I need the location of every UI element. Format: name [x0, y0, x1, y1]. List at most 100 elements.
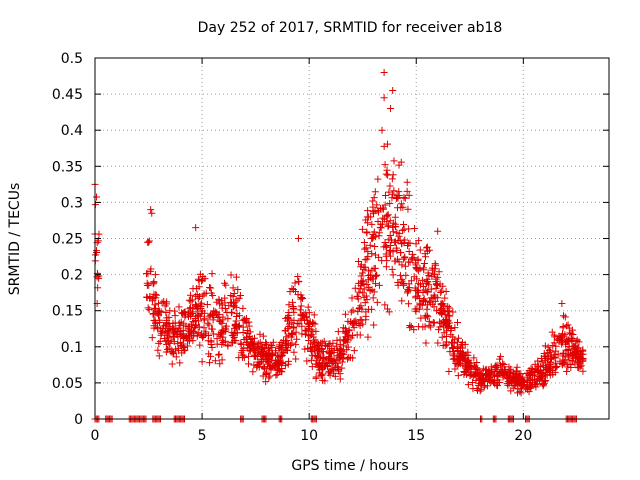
data-point — [559, 349, 567, 357]
data-point — [505, 363, 513, 371]
data-point — [157, 331, 165, 339]
data-point — [318, 345, 326, 353]
data-point — [230, 290, 238, 298]
y-axis-title: SRMTID / TECUs — [7, 183, 23, 296]
data-point — [325, 355, 333, 363]
data-point — [290, 348, 298, 356]
data-point — [551, 333, 559, 341]
data-point — [389, 248, 397, 256]
data-point — [435, 268, 443, 276]
data-point — [185, 336, 193, 344]
data-point — [215, 350, 223, 358]
data-point — [528, 372, 536, 380]
data-point — [513, 363, 521, 371]
data-point — [278, 365, 286, 373]
data-point — [376, 223, 384, 231]
data-point — [284, 314, 292, 322]
data-point — [523, 383, 531, 391]
data-point — [326, 340, 334, 348]
data-point — [420, 260, 428, 268]
data-point — [408, 255, 416, 263]
data-point — [189, 327, 197, 335]
data-point — [420, 266, 428, 274]
data-point — [265, 353, 273, 361]
data-point — [378, 126, 386, 134]
data-point — [240, 344, 248, 352]
data-point — [400, 280, 408, 288]
data-point — [345, 326, 353, 334]
data-point — [444, 311, 452, 319]
data-point — [146, 267, 154, 275]
data-point — [259, 332, 267, 340]
data-point — [175, 324, 183, 332]
data-point — [228, 328, 236, 336]
data-point — [422, 339, 430, 347]
data-point — [423, 287, 431, 295]
data-point — [151, 271, 159, 279]
data-point — [304, 345, 312, 353]
data-point — [230, 299, 238, 307]
data-point — [555, 336, 563, 344]
data-point — [540, 381, 548, 389]
data-point — [348, 294, 356, 302]
data-point — [298, 294, 306, 302]
data-point — [446, 312, 454, 320]
data-point — [195, 323, 203, 331]
data-point — [245, 352, 253, 360]
data-point — [379, 214, 387, 222]
data-point — [209, 316, 217, 324]
data-point — [423, 280, 431, 288]
data-point — [274, 366, 282, 374]
data-point — [225, 302, 233, 310]
data-point — [286, 288, 294, 296]
data-point — [404, 258, 412, 266]
data-point — [400, 194, 408, 202]
data-point — [277, 344, 285, 352]
data-point — [161, 335, 169, 343]
data-point — [509, 369, 517, 377]
data-point — [387, 105, 395, 113]
data-point — [358, 225, 366, 233]
data-point — [224, 342, 232, 350]
data-point — [359, 320, 367, 328]
data-point — [239, 328, 247, 336]
data-point — [523, 369, 531, 377]
data-point — [497, 369, 505, 377]
data-point — [272, 371, 280, 379]
x-tick-label: 0 — [91, 428, 100, 444]
data-point — [245, 333, 253, 341]
data-point — [148, 295, 156, 303]
data-point — [440, 308, 448, 316]
data-point — [269, 351, 277, 359]
data-point — [372, 280, 380, 288]
data-point — [333, 363, 341, 371]
data-point — [375, 253, 383, 261]
data-point — [413, 275, 421, 283]
data-point — [172, 345, 180, 353]
data-point — [464, 381, 472, 389]
data-point — [244, 360, 252, 368]
data-point — [412, 259, 420, 267]
data-point — [563, 322, 571, 330]
data-point — [400, 220, 408, 228]
data-point — [187, 304, 195, 312]
data-point — [414, 255, 422, 263]
data-point — [223, 308, 231, 316]
data-point — [434, 227, 442, 235]
data-point — [433, 281, 441, 289]
data-point — [465, 368, 473, 376]
data-point — [370, 321, 378, 329]
data-point — [148, 334, 156, 342]
data-point — [269, 338, 277, 346]
data-point — [353, 292, 361, 300]
data-point — [346, 353, 354, 361]
data-point — [163, 345, 171, 353]
data-point — [166, 307, 174, 315]
data-point — [326, 350, 334, 358]
data-point — [334, 352, 342, 360]
data-point — [390, 157, 398, 165]
data-point — [363, 255, 371, 263]
data-point — [370, 194, 378, 202]
data-point — [431, 293, 439, 301]
data-point — [558, 299, 566, 307]
